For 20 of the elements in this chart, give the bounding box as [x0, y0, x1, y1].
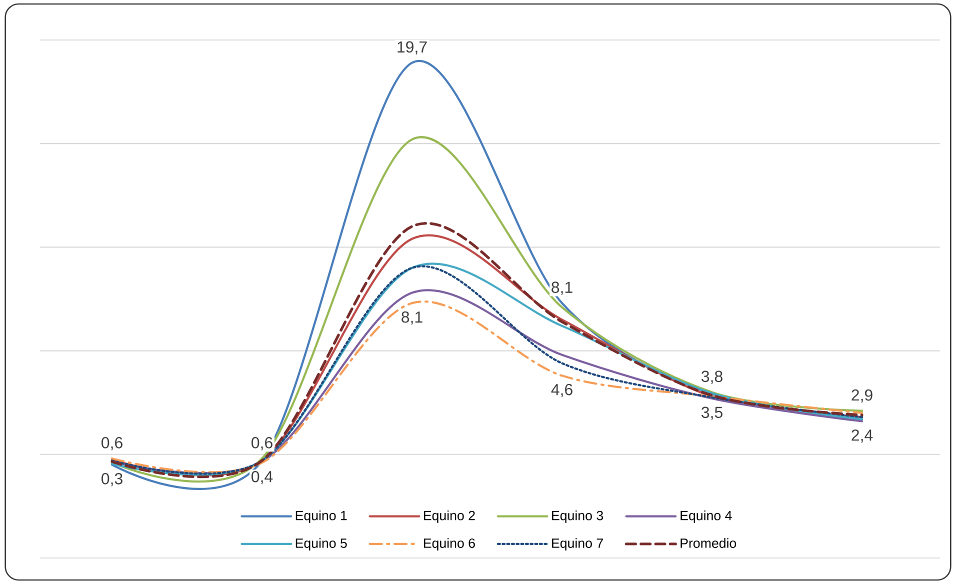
legend-label: Equino 7	[552, 538, 603, 551]
legend-label: Equino 6	[424, 538, 475, 551]
legend-label: Equino 2	[424, 510, 475, 523]
legend-label: Equino 4	[680, 510, 732, 523]
legend-label: Equino 1	[296, 510, 347, 523]
data-label: 2,9	[852, 389, 872, 403]
data-label: 19,7	[398, 41, 427, 55]
data-label: 0,4	[252, 470, 273, 484]
data-label: 3,8	[701, 370, 722, 384]
data-label: 3,5	[701, 406, 722, 420]
data-label: 2,4	[852, 430, 873, 443]
legend-label: Equino 3	[552, 510, 604, 523]
data-label: 8,1	[402, 311, 422, 325]
legend-label: Promedio	[680, 538, 736, 548]
data-label: 0,6	[102, 437, 122, 450]
data-label: 0,3	[102, 473, 122, 486]
data-label: 0,6	[252, 437, 272, 450]
legend-label: Equino 5	[296, 538, 347, 551]
data-label: 8,1	[552, 282, 572, 295]
data-label: 4,6	[551, 384, 572, 398]
